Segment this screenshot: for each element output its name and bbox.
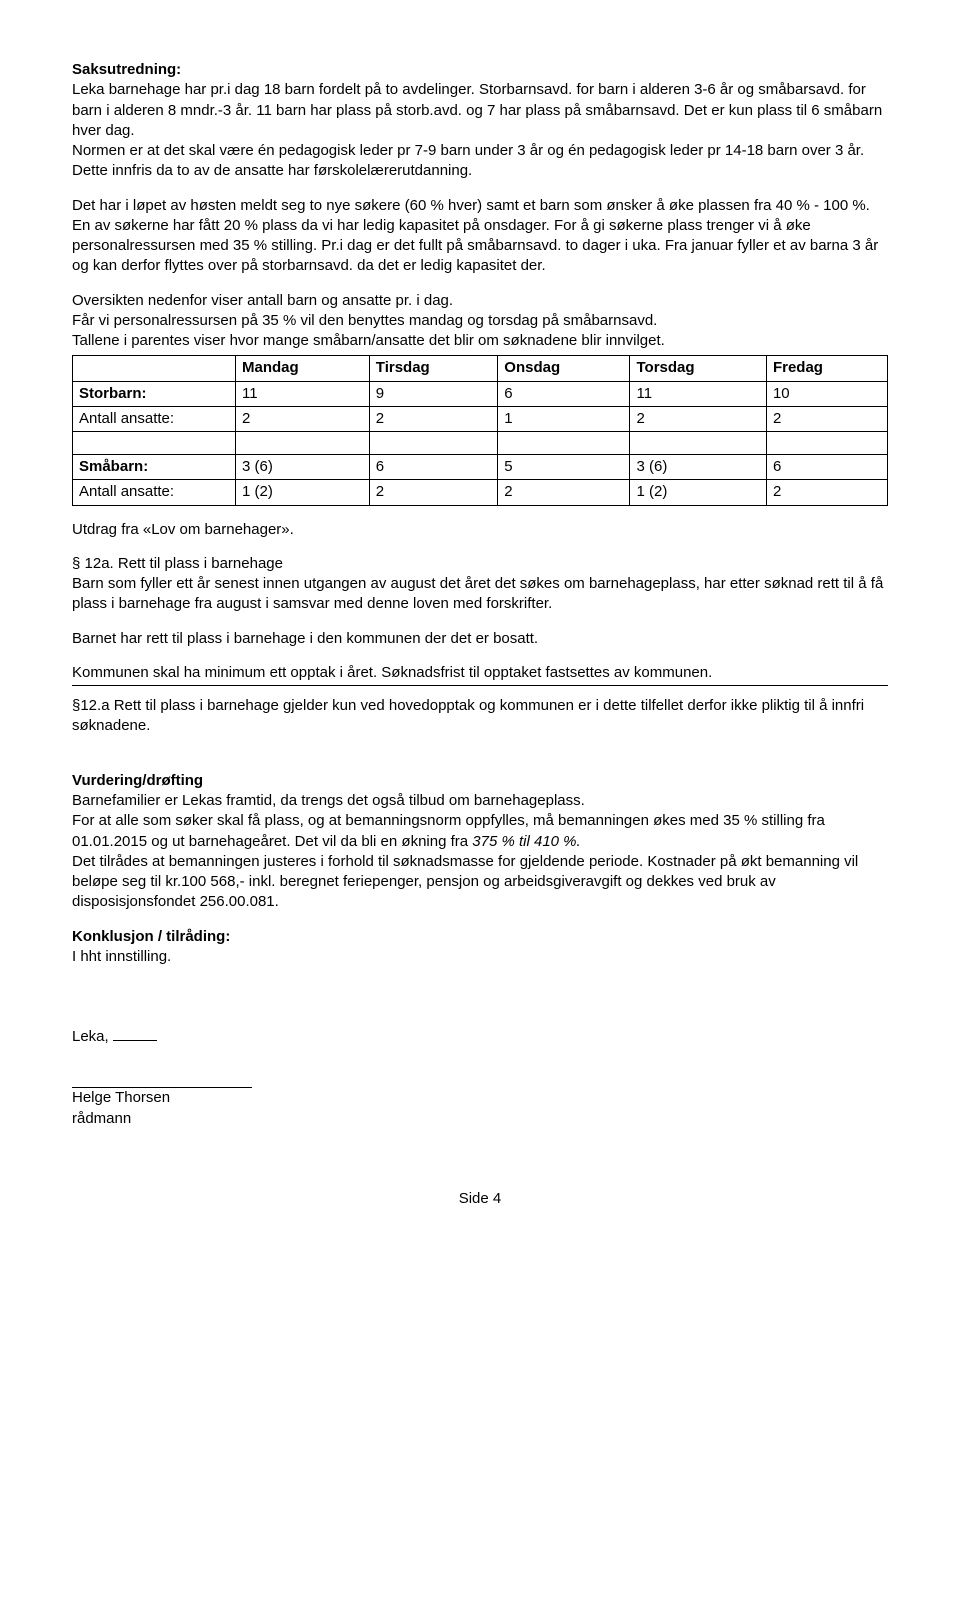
heading-konklusjon: Konklusjon / tilråding: [72, 928, 230, 945]
blank-cell [369, 432, 497, 455]
paragraph-5: Utdrag fra «Lov om barnehager». [72, 520, 888, 540]
paragraph-8: Kommunen skal ha minimum ett opptak i år… [72, 663, 888, 683]
data-cell: 6 [766, 455, 887, 480]
row-label-cell: Antall ansatte: [73, 406, 236, 431]
sig-place-label: Leka, [72, 1028, 109, 1045]
signature-title: rådmann [72, 1109, 888, 1129]
data-cell: 9 [369, 381, 497, 406]
staffing-table: Mandag Tirsdag Onsdag Torsdag Fredag Sto… [72, 355, 888, 505]
signature-name: Helge Thorsen [72, 1088, 888, 1108]
data-cell: 3 (6) [236, 455, 370, 480]
data-cell: 1 [498, 406, 630, 431]
paragraph-7: Barnet har rett til plass i barnehage i … [72, 629, 888, 649]
table-header-row: Mandag Tirsdag Onsdag Torsdag Fredag [73, 356, 888, 381]
table-row: Antall ansatte:22122 [73, 406, 888, 431]
th-onsdag: Onsdag [498, 356, 630, 381]
paragraph-3: Det har i løpet av høsten meldt seg to n… [72, 196, 888, 277]
sig-date-blank [113, 1040, 157, 1041]
konklusjon-block: Konklusjon / tilråding: I hht innstillin… [72, 927, 888, 968]
page-footer: Side 4 [72, 1189, 888, 1209]
heading-text: Saksutredning: [72, 61, 181, 78]
data-cell: 11 [236, 381, 370, 406]
data-cell: 2 [630, 406, 766, 431]
data-cell: 6 [498, 381, 630, 406]
paragraph-10b: 375 % til 410 %. [472, 833, 580, 850]
data-cell: 2 [236, 406, 370, 431]
data-cell: 6 [369, 455, 497, 480]
th-mandag: Mandag [236, 356, 370, 381]
table-row: Storbarn:11961110 [73, 381, 888, 406]
data-cell: 11 [630, 381, 766, 406]
divider [72, 685, 888, 686]
subheading-12a: § 12a. Rett til plass i barnehage [72, 555, 283, 572]
data-cell: 1 (2) [630, 480, 766, 505]
paragraph-12: I hht innstilling. [72, 948, 171, 965]
blank-cell [236, 432, 370, 455]
blank-cell [630, 432, 766, 455]
th-torsdag: Torsdag [630, 356, 766, 381]
paragraph-10a: Barnefamilier er Lekas framtid, da treng… [72, 792, 825, 850]
heading-saksutredning: Saksutredning: Leka barnehage har pr.i d… [72, 60, 888, 182]
data-cell: 2 [369, 480, 497, 505]
data-cell: 5 [498, 455, 630, 480]
data-cell: 2 [498, 480, 630, 505]
row-label-cell: Antall ansatte: [73, 480, 236, 505]
paragraph-2: Normen er at det skal være én pedagogisk… [72, 142, 864, 179]
data-cell: 2 [369, 406, 497, 431]
th-blank [73, 356, 236, 381]
signature-place: Leka, [72, 1027, 888, 1047]
paragraph-4: Oversikten nedenfor viser antall barn og… [72, 291, 888, 352]
vurdering-block: Vurdering/drøfting Barnefamilier er Lekas… [72, 751, 888, 852]
data-cell: 3 (6) [630, 455, 766, 480]
table-row [73, 432, 888, 455]
heading-vurdering: Vurdering/drøfting [72, 772, 203, 789]
table-row: Småbarn:3 (6)653 (6)6 [73, 455, 888, 480]
data-cell: 1 (2) [236, 480, 370, 505]
table-row: Antall ansatte:1 (2)221 (2)2 [73, 480, 888, 505]
paragraph-9: §12.a Rett til plass i barnehage gjelder… [72, 696, 888, 737]
th-tirsdag: Tirsdag [369, 356, 497, 381]
data-cell: 2 [766, 480, 887, 505]
data-cell: 2 [766, 406, 887, 431]
blank-cell [766, 432, 887, 455]
blank-cell [498, 432, 630, 455]
row-label-cell: Småbarn: [73, 455, 236, 480]
paragraph-6: § 12a. Rett til plass i barnehage Barn s… [72, 554, 888, 615]
blank-cell [73, 432, 236, 455]
th-fredag: Fredag [766, 356, 887, 381]
row-label-cell: Storbarn: [73, 381, 236, 406]
paragraph-11: Det tilrådes at bemanningen justeres i f… [72, 852, 888, 913]
paragraph-1: Leka barnehage har pr.i dag 18 barn ford… [72, 81, 882, 139]
data-cell: 10 [766, 381, 887, 406]
paragraph-6-body: Barn som fyller ett år senest innen utga… [72, 575, 883, 612]
